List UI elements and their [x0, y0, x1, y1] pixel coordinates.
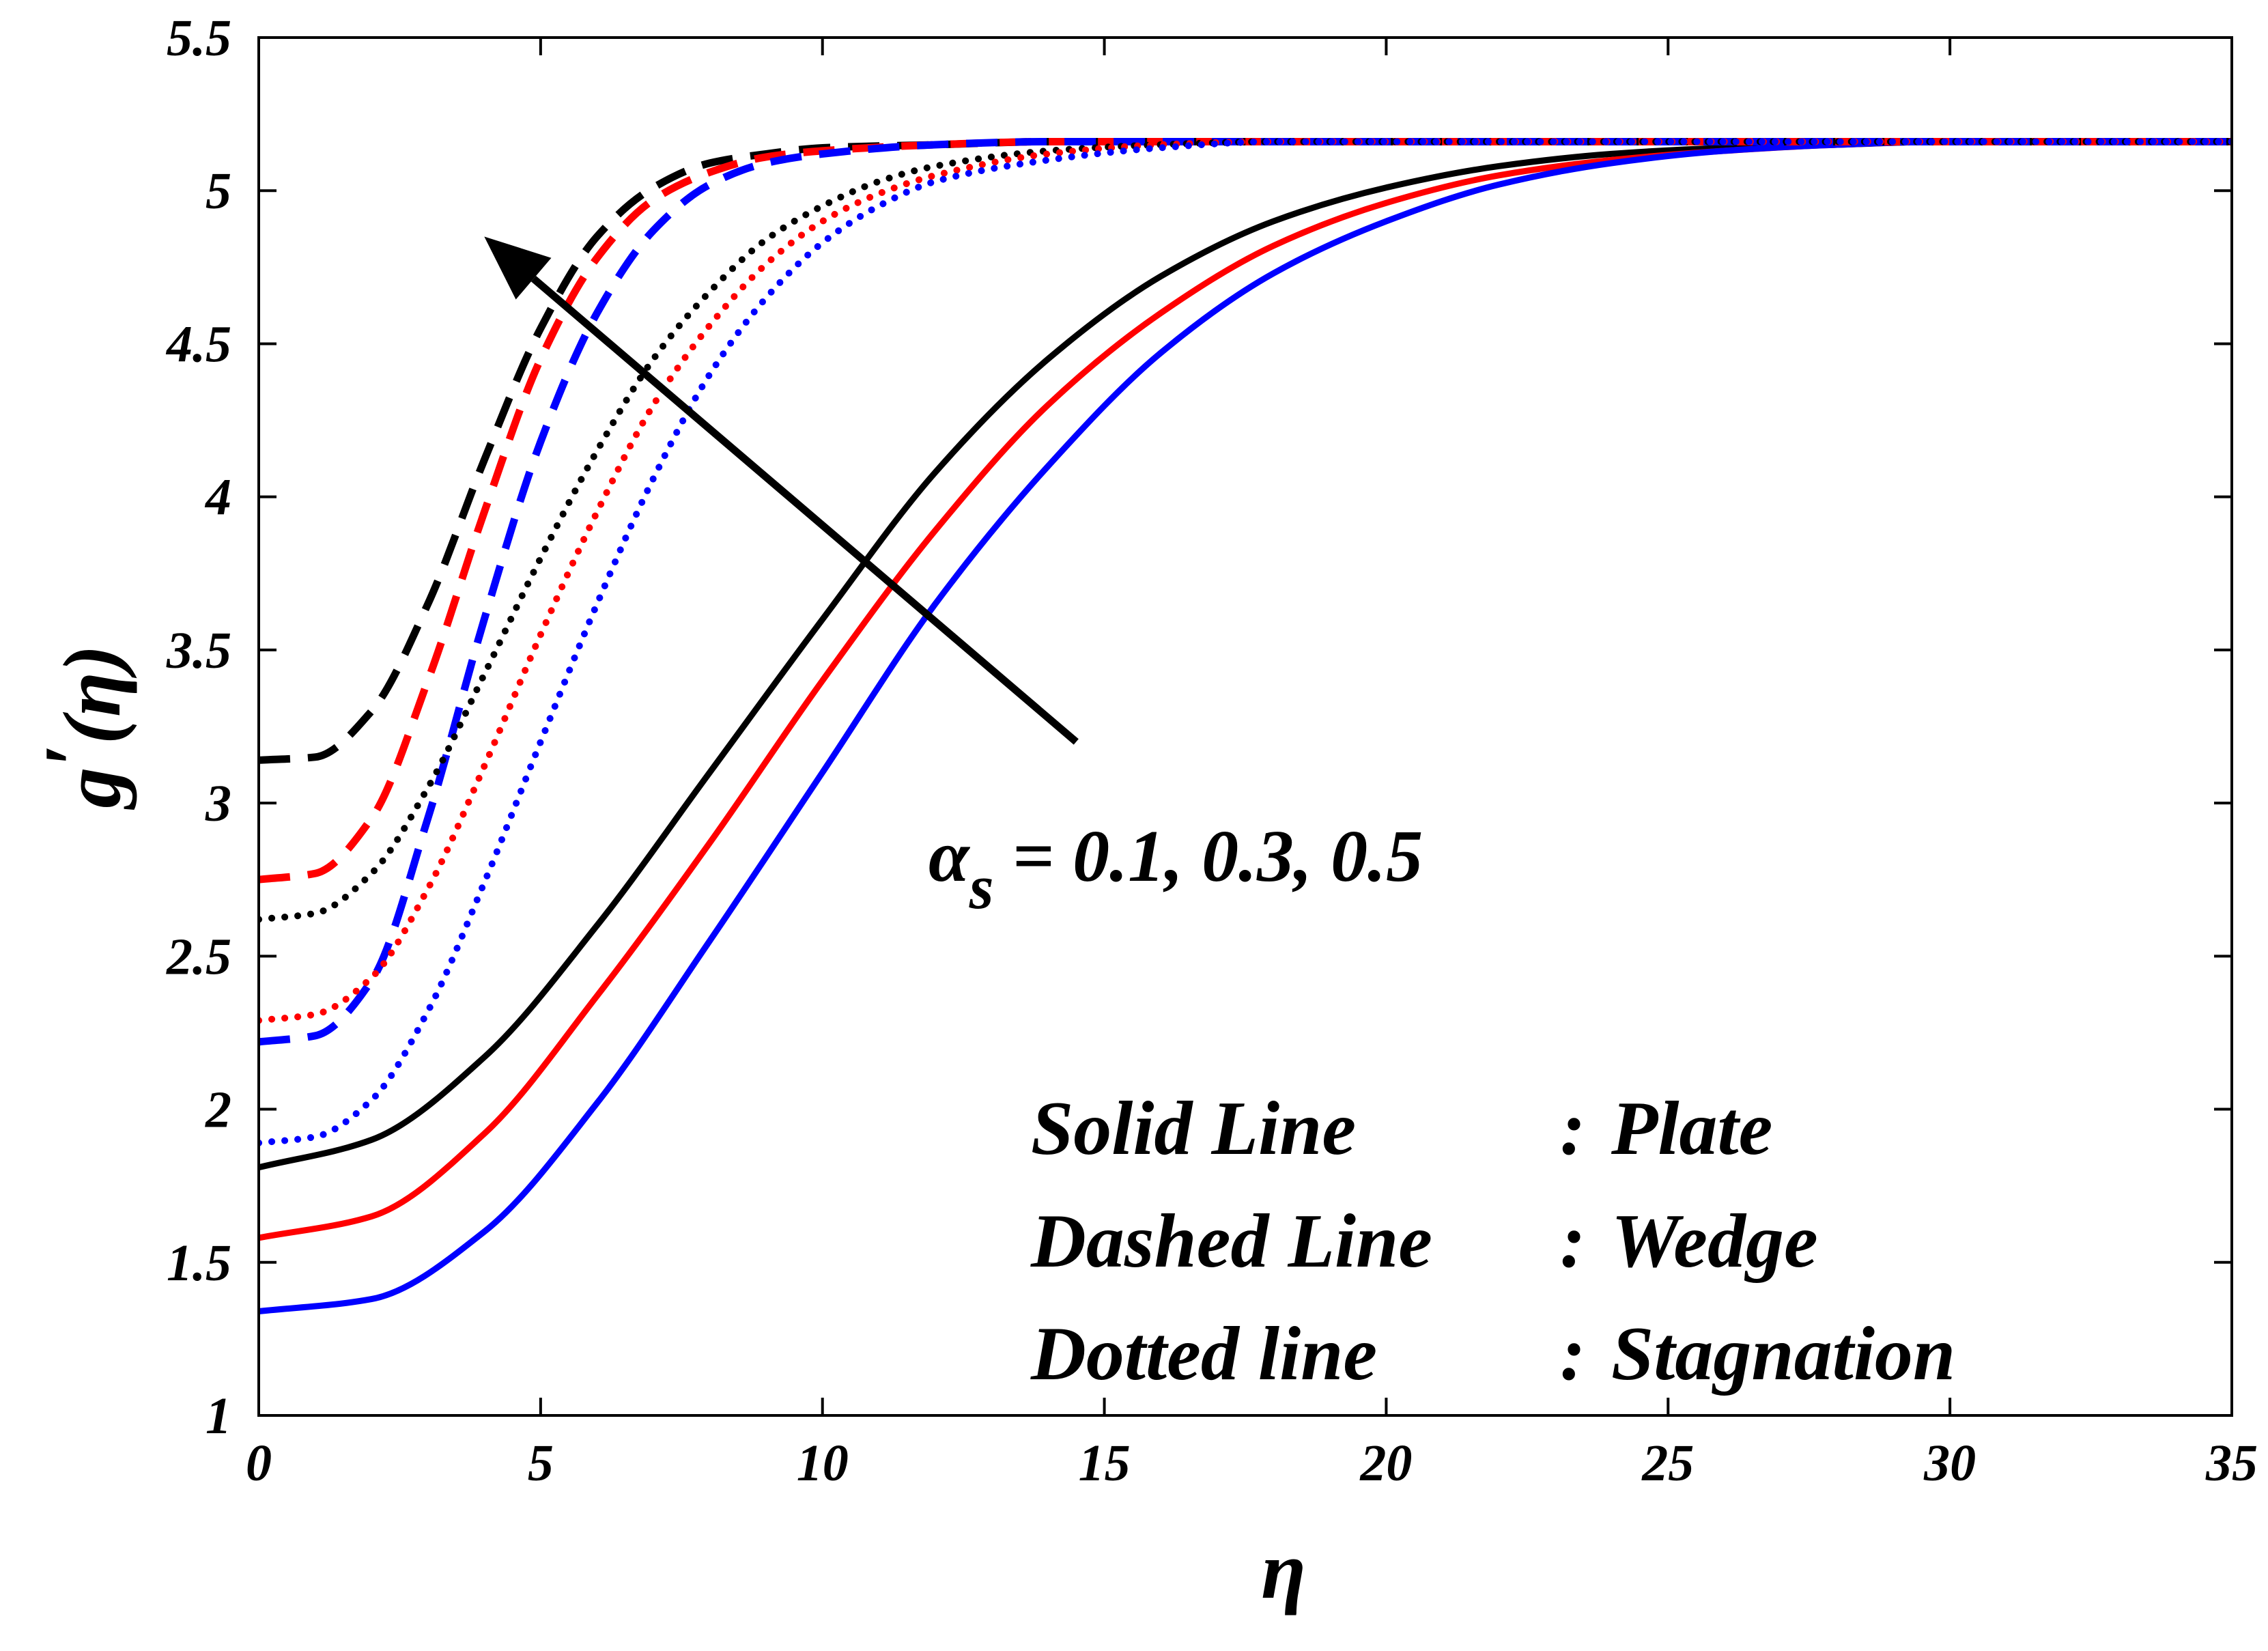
y-axis-title-arg: (η): [46, 645, 137, 744]
legend-solid-label: Solid Line: [1031, 1086, 1356, 1171]
x-tick-label: 35: [2205, 1435, 2258, 1492]
x-axis-title: η: [1261, 1525, 1306, 1615]
legend-dotted-separator: :: [1560, 1312, 1585, 1396]
arrow-label: αs = 0.1, 0.3, 0.5: [929, 816, 1423, 922]
ticks-layer: [257, 36, 2233, 1417]
y-tick-label: 5.5: [167, 10, 231, 67]
y-axis-title-prime: ′: [27, 744, 118, 767]
series-layer: [259, 137, 2232, 1315]
y-tick-label: 5: [205, 163, 231, 220]
arrow-head: [484, 236, 552, 300]
y-tick-label: 1.5: [167, 1234, 231, 1292]
legend-dotted-meaning: Stagnation: [1611, 1312, 1955, 1396]
x-tick-label: 30: [1923, 1435, 1976, 1492]
y-tick-label: 3.5: [166, 622, 231, 679]
legend-solid-meaning: Plate: [1611, 1086, 1772, 1171]
y-tick-label: 2.5: [166, 928, 231, 985]
series-line-stagnation-alpha-0-1: [259, 138, 2232, 1146]
legend-dotted-label: Dotted line: [1030, 1312, 1377, 1396]
plot-frame: [257, 36, 2233, 1417]
x-tick-label: 25: [1641, 1435, 1694, 1492]
series-line-stagnation-alpha-0-3: [259, 138, 2232, 1024]
arrow-annotation: [484, 236, 1079, 745]
x-tick-label: 5: [528, 1435, 554, 1492]
line-style-legend: Solid Line : Plate Dashed Line : Wedge D…: [1030, 1086, 1955, 1396]
arrow-shaft: [530, 275, 1079, 745]
legend-dashed-label: Dashed Line: [1030, 1199, 1432, 1284]
legend-dashed-separator: :: [1560, 1199, 1585, 1284]
arrow-label-symbol: α: [929, 816, 971, 897]
legend-solid-separator: :: [1560, 1086, 1585, 1171]
y-tick-label: 3: [205, 775, 231, 832]
arrow-label-values: = 0.1, 0.3, 0.5: [994, 816, 1423, 897]
y-axis-title: g′(η): [27, 645, 137, 810]
y-tick-label: 4.5: [165, 315, 231, 373]
x-tick-label: 20: [1359, 1435, 1412, 1492]
y-axis-title-main: g: [46, 767, 137, 810]
legend-dashed-meaning: Wedge: [1611, 1199, 1818, 1284]
arrow-label-subscript: s: [969, 852, 994, 922]
tick-labels-layer: 0 5 10 15 20 25 30 35 1 1.5 2 2.5 3 3.5 4 4.5 5 5.5: [165, 10, 2258, 1492]
x-tick-label: 10: [797, 1435, 849, 1492]
x-tick-label: 0: [246, 1435, 272, 1492]
y-tick-label: 1: [205, 1387, 231, 1445]
y-tick-label: 4: [204, 469, 231, 526]
series-line-plate-alpha-0-1: [259, 138, 2232, 1315]
svg-text:g′(η): g′(η): [27, 645, 137, 810]
series-line-stagnation-alpha-0-5: [259, 138, 2232, 923]
x-tick-label: 15: [1079, 1435, 1131, 1492]
y-tick-label: 2: [205, 1082, 231, 1139]
